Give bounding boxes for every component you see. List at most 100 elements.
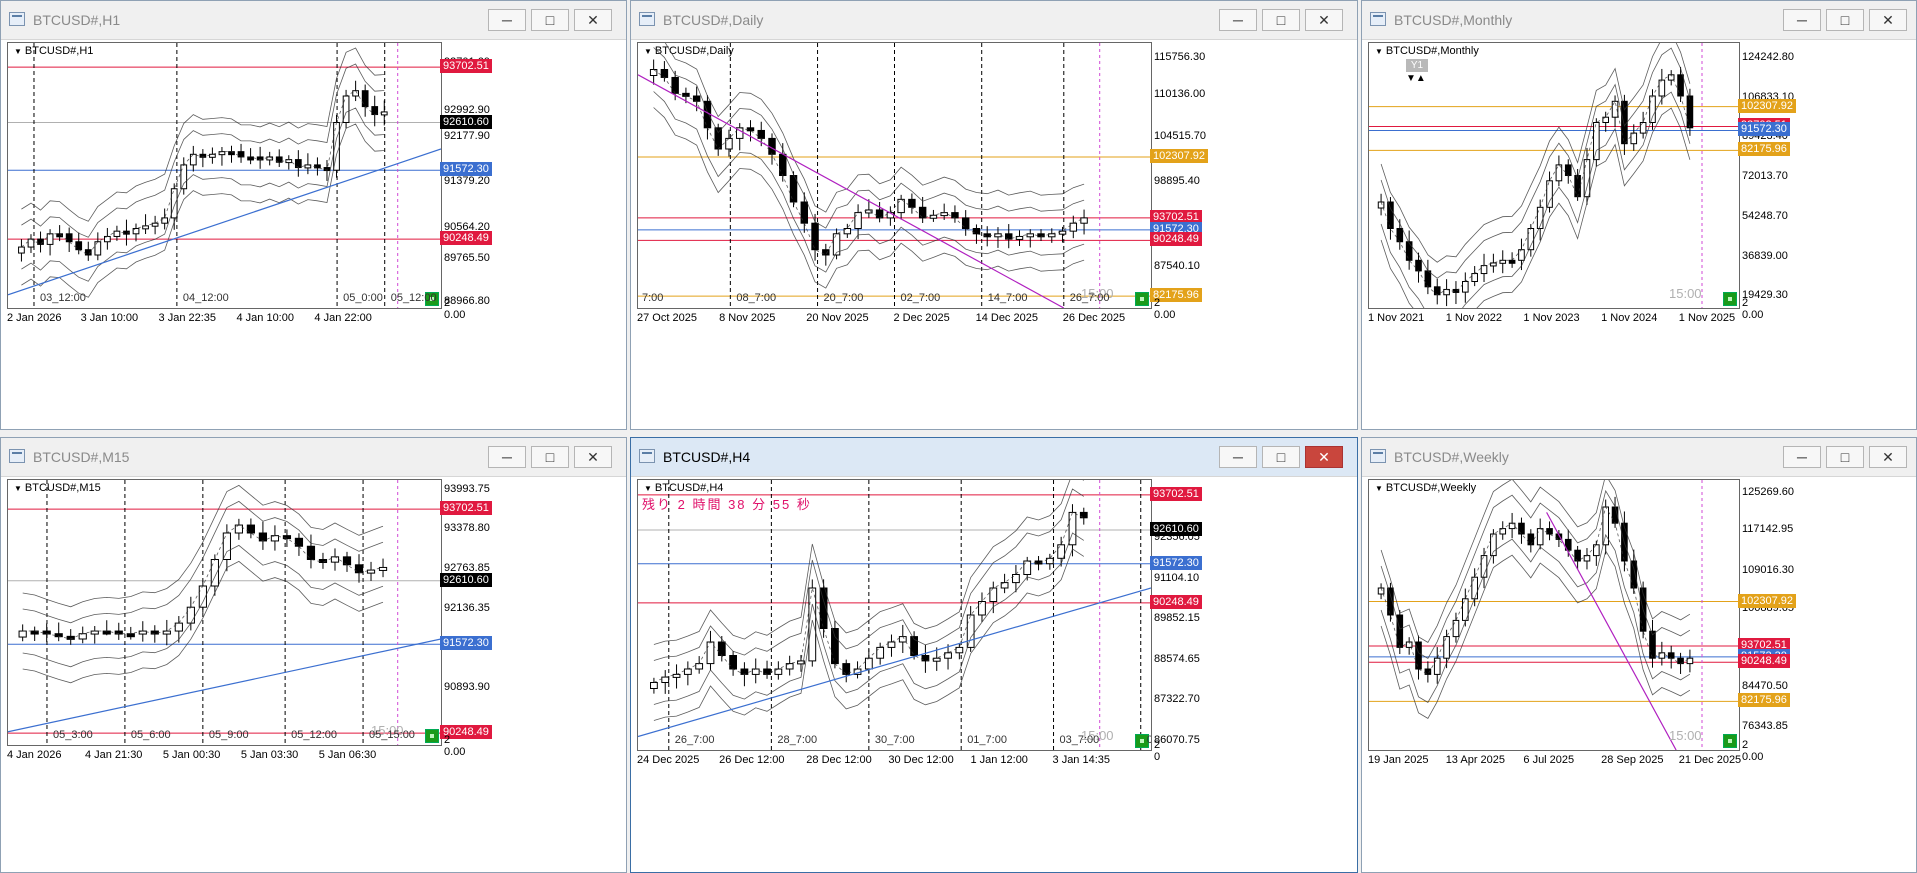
scale-corner-value: 0.00 bbox=[444, 309, 466, 321]
price-scale[interactable]: 93701.6092992.9092177.9091379.2090564.20… bbox=[440, 42, 590, 321]
band-line bbox=[21, 107, 385, 282]
trend-line bbox=[638, 587, 1151, 738]
band-line bbox=[22, 560, 384, 684]
chart-window-daily[interactable]: BTCUSD#,Daily ─ □ ✕ ▼ BTCUSD#,Daily 15:00 0… bbox=[630, 0, 1358, 430]
candle-bull bbox=[1480, 555, 1488, 578]
price-tag: 82175.96 bbox=[1150, 288, 1202, 303]
autoscroll-icon[interactable] bbox=[425, 729, 439, 743]
candle-bear bbox=[811, 222, 819, 251]
price-scale[interactable]: 93993.75 93378.80 92763.85 92136.35 90893.90… bbox=[440, 479, 590, 758]
restore-button[interactable]: □ bbox=[531, 446, 569, 468]
band-line bbox=[22, 500, 384, 624]
countdown-label: 15:00 bbox=[1669, 728, 1702, 743]
minimize-button[interactable]: ─ bbox=[1219, 9, 1257, 31]
price-scale[interactable]: 92356.05 91104.10 89852.15 88574.65 87322.70… bbox=[1150, 479, 1330, 763]
title-bar[interactable]: BTCUSD#,Daily ─ □ ✕ bbox=[631, 1, 1357, 40]
separator-label: 03_12:00 bbox=[39, 292, 86, 304]
time-axis[interactable]: 1 Nov 2021 1 Nov 2022 1 Nov 2023 1 Nov 2024… bbox=[1368, 311, 1738, 327]
minimize-button[interactable]: ─ bbox=[1783, 9, 1821, 31]
autoscroll-icon[interactable] bbox=[1135, 734, 1149, 748]
title-bar[interactable]: BTCUSD#,H4 ─ □ ✕ bbox=[631, 438, 1357, 477]
chart-area[interactable]: ▼ BTCUSD#,Weekly 15:00 bbox=[1368, 479, 1740, 751]
time-axis[interactable]: 19 Jan 2025 13 Apr 2025 6 Jul 2025 28 Sep 2… bbox=[1368, 753, 1741, 769]
candle-bear bbox=[126, 633, 135, 638]
candle-bull bbox=[1518, 249, 1525, 261]
dropdown-triangle-icon[interactable]: ▼ bbox=[1375, 484, 1383, 493]
separator-label: 05_3:00 bbox=[52, 729, 93, 741]
dropdown-triangle-icon[interactable]: ▼ bbox=[14, 47, 22, 56]
band-line bbox=[22, 484, 384, 608]
price-scale-label: 90564.20 bbox=[444, 220, 490, 233]
close-button[interactable]: ✕ bbox=[1869, 9, 1907, 31]
candle-bull bbox=[661, 676, 670, 684]
restore-button[interactable]: □ bbox=[1826, 446, 1864, 468]
candle-bull bbox=[1462, 281, 1469, 293]
candle-bear bbox=[1527, 533, 1535, 546]
period-y1-button[interactable]: Y1 bbox=[1406, 59, 1428, 72]
time-axis-label: 28 Sep 2025 bbox=[1601, 754, 1664, 766]
restore-button[interactable]: □ bbox=[1826, 9, 1864, 31]
chart-window-h1[interactable]: BTCUSD#,H1 ─ □ ✕ ▼ BTCUSD#,H1 03_12:00 04_1… bbox=[0, 0, 627, 430]
chart-symbol-label: ▼ BTCUSD#,H4 bbox=[644, 482, 723, 494]
restore-button[interactable]: □ bbox=[531, 9, 569, 31]
title-bar[interactable]: BTCUSD#,H1 ─ □ ✕ bbox=[1, 1, 626, 40]
restore-button[interactable]: □ bbox=[1262, 446, 1300, 468]
scale-corner-value: 0.00 bbox=[1742, 309, 1764, 321]
candle-bull bbox=[932, 657, 941, 662]
title-bar[interactable]: BTCUSD#,Monthly ─ □ ✕ bbox=[1362, 1, 1916, 40]
candle-bear bbox=[84, 249, 92, 256]
chart-area[interactable]: ▼ BTCUSD#,H1 03_12:00 04_12:00 05_0:00 05_12:… bbox=[7, 42, 442, 309]
chart-area[interactable]: ▼ BTCUSD#,Monthly 15:00 Y1 ▼▲ bbox=[1368, 42, 1740, 309]
close-button[interactable]: ✕ bbox=[574, 9, 612, 31]
title-bar[interactable]: BTCUSD#,M15 ─ □ ✕ bbox=[1, 438, 626, 477]
time-axis[interactable]: 2 Jan 2026 3 Jan 10:00 3 Jan 22:35 4 Jan 10… bbox=[7, 311, 440, 327]
price-scale[interactable]: 115756.30110136.00104515.7098895.4093275… bbox=[1150, 42, 1330, 321]
price-scale-label: 92992.90 bbox=[444, 103, 490, 116]
chart-window-m15[interactable]: BTCUSD#,M15 ─ □ ✕ ▼ BTCUSD#,M15 15:00 05_3:… bbox=[0, 437, 627, 873]
minimize-button[interactable]: ─ bbox=[488, 9, 526, 31]
chart-window-monthly[interactable]: BTCUSD#,Monthly ─ □ ✕ ▼ BTCUSD#,Monthly 15… bbox=[1361, 0, 1917, 430]
time-axis-label: 4 Jan 21:30 bbox=[84, 749, 143, 761]
candle-bull bbox=[1377, 201, 1385, 209]
time-axis[interactable]: 27 Oct 2025 8 Nov 2025 20 Nov 2025 2 Dec 20… bbox=[637, 311, 1150, 327]
dropdown-triangle-icon[interactable]: ▼ bbox=[14, 484, 22, 493]
minimize-button[interactable]: ─ bbox=[1219, 446, 1257, 468]
minimize-button[interactable]: ─ bbox=[488, 446, 526, 468]
autoscroll-icon[interactable] bbox=[1723, 292, 1737, 306]
chart-window-h4[interactable]: BTCUSD#,H4 ─ □ ✕ ▼ BTCUSD#,H4 15:00 残り 2 時間… bbox=[630, 437, 1358, 873]
candle-bull bbox=[46, 233, 54, 245]
autoscroll-icon[interactable] bbox=[425, 292, 439, 306]
scroll-arrows-icon[interactable]: ▼▲ bbox=[1406, 73, 1426, 84]
chart-area[interactable]: ▼ BTCUSD#,Daily 15:00 08_7:00 20_7:00 02_7:00… bbox=[637, 42, 1152, 309]
chart-window-weekly[interactable]: BTCUSD#,Weekly ─ □ ✕ ▼ BTCUSD#,Weekly 15:0… bbox=[1361, 437, 1917, 873]
band-line bbox=[1380, 47, 1691, 279]
dropdown-triangle-icon[interactable]: ▼ bbox=[644, 484, 652, 493]
autoscroll-icon[interactable] bbox=[1723, 734, 1737, 748]
title-bar[interactable]: BTCUSD#,Weekly ─ □ ✕ bbox=[1362, 438, 1916, 477]
time-axis[interactable]: 4 Jan 2026 4 Jan 21:30 5 Jan 00:30 5 Jan 03… bbox=[7, 748, 440, 764]
dropdown-triangle-icon[interactable]: ▼ bbox=[1375, 47, 1383, 56]
autoscroll-icon[interactable] bbox=[1135, 292, 1149, 306]
price-scale[interactable]: 125269.60 117142.95 109016.30 100889.65 8447… bbox=[1738, 479, 1888, 763]
minimize-button[interactable]: ─ bbox=[1783, 446, 1821, 468]
close-button[interactable]: ✕ bbox=[574, 446, 612, 468]
separator-label: 01_7:00 bbox=[967, 734, 1007, 746]
price-scale-label: 93993.75 bbox=[444, 482, 490, 495]
candle-bull bbox=[1639, 122, 1647, 134]
separator-label: 28_7:00 bbox=[777, 734, 818, 746]
close-button[interactable]: ✕ bbox=[1869, 446, 1907, 468]
restore-button[interactable]: □ bbox=[1262, 9, 1300, 31]
chart-canvas bbox=[1369, 43, 1739, 308]
dropdown-triangle-icon[interactable]: ▼ bbox=[644, 47, 652, 56]
price-scale-label: 88574.65 bbox=[1154, 652, 1200, 665]
chart-area[interactable]: ▼ BTCUSD#,H4 15:00 残り 2 時間 38 分 55 秒 26_7:00… bbox=[637, 479, 1152, 751]
chart-symbol-text: BTCUSD#,Daily bbox=[654, 45, 734, 57]
price-scale[interactable]: 124242.80106833.1089423.4072013.7054248.… bbox=[1738, 42, 1888, 321]
close-button[interactable]: ✕ bbox=[1305, 9, 1343, 31]
band-line bbox=[653, 107, 1085, 289]
candle-bear bbox=[1433, 286, 1441, 296]
time-axis[interactable]: 24 Dec 2025 26 Dec 12:00 28 Dec 12:00 30 De… bbox=[637, 753, 1150, 769]
close-button[interactable]: ✕ bbox=[1305, 446, 1343, 468]
chart-area[interactable]: ▼ BTCUSD#,M15 15:00 05_3:00 05_6:00 05_9:00 05… bbox=[7, 479, 442, 746]
chart-symbol-label: ▼ BTCUSD#,Monthly bbox=[1375, 45, 1479, 57]
